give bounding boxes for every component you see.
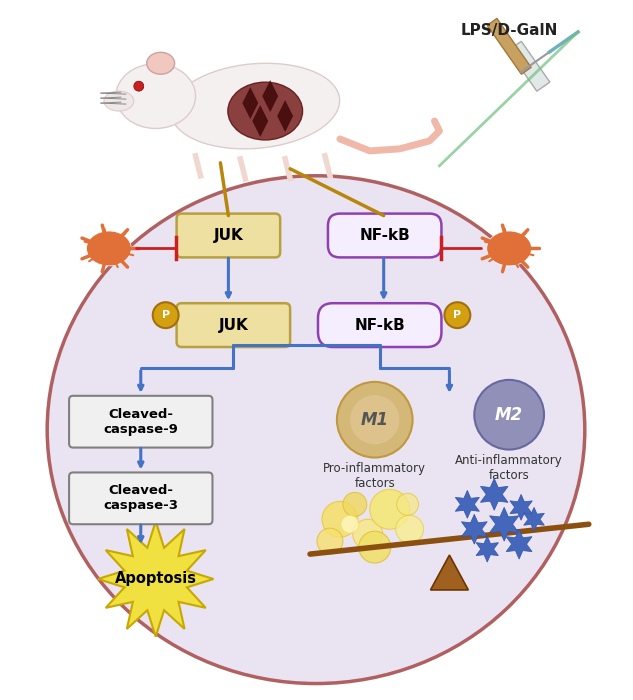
Ellipse shape [104, 91, 134, 111]
Ellipse shape [116, 64, 196, 129]
Circle shape [322, 501, 358, 537]
Ellipse shape [147, 52, 175, 74]
Polygon shape [480, 478, 508, 510]
Polygon shape [253, 105, 268, 137]
Text: Anti-inflammatory
factors: Anti-inflammatory factors [455, 454, 563, 482]
FancyBboxPatch shape [328, 214, 441, 258]
Circle shape [350, 395, 399, 444]
FancyBboxPatch shape [69, 473, 213, 524]
Circle shape [337, 382, 413, 458]
Ellipse shape [171, 63, 340, 149]
Circle shape [474, 380, 544, 449]
Text: NF-kB: NF-kB [360, 228, 410, 243]
Polygon shape [476, 536, 498, 562]
Text: Cleaved-
caspase-9: Cleaved- caspase-9 [103, 407, 179, 435]
Text: JUK: JUK [218, 318, 248, 332]
Polygon shape [487, 18, 531, 74]
FancyBboxPatch shape [177, 303, 290, 347]
Text: NF-kB: NF-kB [354, 318, 405, 332]
Ellipse shape [487, 231, 532, 266]
Polygon shape [506, 529, 532, 559]
Text: JUK: JUK [213, 228, 243, 243]
Text: Apoptosis: Apoptosis [115, 571, 197, 587]
Circle shape [444, 302, 470, 328]
Polygon shape [242, 88, 258, 119]
Polygon shape [430, 555, 468, 590]
Circle shape [396, 515, 423, 543]
Circle shape [397, 494, 418, 515]
Polygon shape [277, 100, 293, 132]
Polygon shape [461, 514, 487, 544]
FancyBboxPatch shape [69, 395, 213, 447]
Text: P: P [161, 310, 170, 320]
Ellipse shape [228, 82, 303, 140]
Circle shape [317, 528, 343, 554]
Polygon shape [262, 80, 278, 112]
Text: M2: M2 [495, 406, 523, 424]
Circle shape [370, 489, 410, 529]
Circle shape [341, 515, 359, 533]
Polygon shape [98, 522, 213, 637]
Polygon shape [508, 41, 550, 91]
Polygon shape [455, 491, 479, 518]
Text: Pro-inflammatory
factors: Pro-inflammatory factors [323, 461, 426, 489]
Text: Cleaved-
caspase-3: Cleaved- caspase-3 [103, 484, 179, 512]
Circle shape [134, 81, 144, 91]
Ellipse shape [47, 176, 585, 683]
Polygon shape [489, 508, 519, 541]
Circle shape [153, 302, 179, 328]
Ellipse shape [87, 231, 131, 266]
Circle shape [359, 531, 391, 563]
Text: P: P [453, 310, 461, 320]
Polygon shape [510, 494, 532, 520]
Text: LPS/D-GalN: LPS/D-GalN [460, 23, 558, 38]
Text: M1: M1 [361, 411, 389, 428]
FancyBboxPatch shape [318, 303, 441, 347]
FancyBboxPatch shape [177, 214, 280, 258]
Circle shape [343, 492, 367, 517]
Circle shape [353, 519, 383, 549]
Polygon shape [523, 508, 544, 531]
